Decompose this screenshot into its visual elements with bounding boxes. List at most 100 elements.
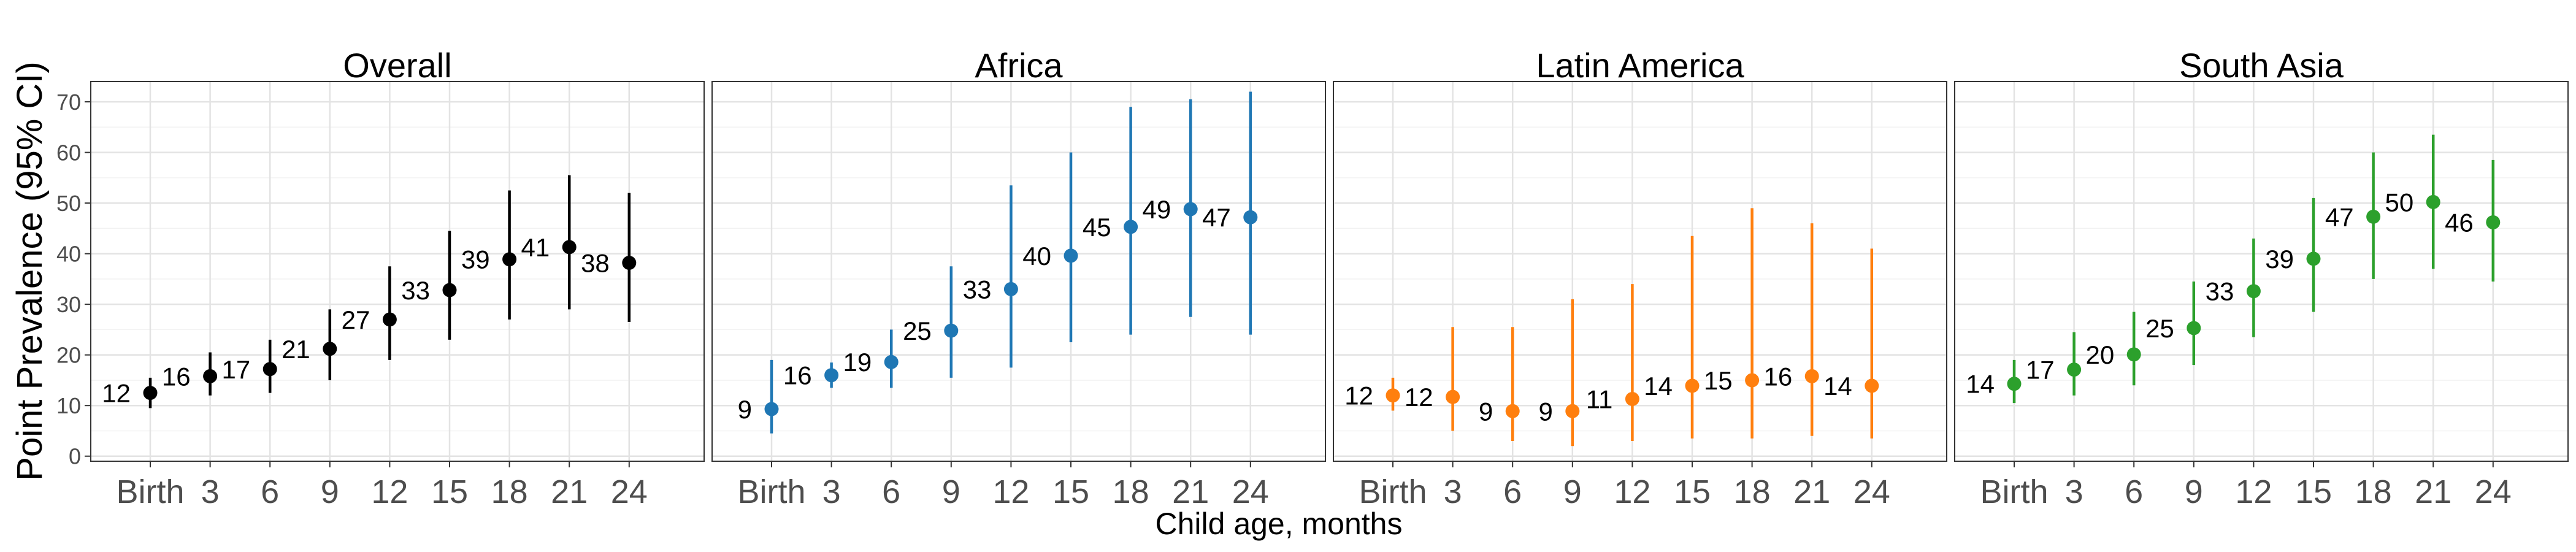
data-label: 9 <box>1538 397 1552 426</box>
data-point <box>1625 391 1639 406</box>
data-point <box>1243 210 1258 224</box>
x-tick-label: 3 <box>1444 473 1462 510</box>
panel-title: South Asia <box>2179 46 2344 85</box>
y-axis-title: Point Prevalence (95% CI) <box>10 61 50 480</box>
data-point <box>1183 202 1198 217</box>
x-tick-label: 9 <box>321 473 339 510</box>
data-point <box>1505 404 1520 418</box>
data-label: 21 <box>282 335 310 364</box>
y-tick-label: 20 <box>56 343 81 368</box>
data-label: 14 <box>1644 372 1673 401</box>
data-point <box>502 252 517 267</box>
data-point <box>622 255 637 270</box>
x-tick-label: Birth <box>1359 473 1427 510</box>
x-tick-label: Birth <box>1980 473 2048 510</box>
data-point <box>764 402 779 416</box>
y-axis: 0 10 20 30 40 50 60 70 <box>56 90 91 469</box>
data-label: 47 <box>2325 202 2354 231</box>
data-point <box>1865 378 1879 393</box>
data-point <box>1446 389 1460 404</box>
data-point <box>884 355 899 369</box>
data-point <box>203 369 218 383</box>
x-tick-label: 24 <box>1853 473 1890 510</box>
panel-title: Africa <box>975 46 1063 85</box>
x-tick-label: 24 <box>1232 473 1269 510</box>
data-point <box>1745 373 1760 388</box>
x-tick-label: 3 <box>2065 473 2083 510</box>
data-label: 19 <box>843 348 872 377</box>
x-tick-label: Birth <box>116 473 184 510</box>
data-point <box>2246 284 2261 299</box>
y-tick-label: 70 <box>56 90 81 115</box>
data-point <box>1064 248 1078 263</box>
panel-background <box>91 82 704 461</box>
data-point <box>2306 251 2321 266</box>
y-tick-label: 40 <box>56 242 81 267</box>
data-point <box>824 368 839 383</box>
data-label: 16 <box>1763 362 1792 391</box>
x-tick-label: 24 <box>611 473 648 510</box>
data-point <box>944 323 959 338</box>
data-label: 12 <box>1405 383 1433 412</box>
data-label: 41 <box>521 233 550 262</box>
x-tick-label: 15 <box>1052 473 1089 510</box>
data-point <box>2366 209 2381 224</box>
x-tick-label: 6 <box>882 473 900 510</box>
data-label: 39 <box>461 245 490 274</box>
panel-title: Overall <box>343 46 451 85</box>
x-tick-label: 21 <box>551 473 588 510</box>
data-point <box>2187 321 2201 335</box>
data-point <box>1386 388 1400 403</box>
data-point <box>1003 282 1018 296</box>
data-label: 16 <box>162 362 191 391</box>
data-point <box>1685 378 1700 393</box>
y-tick-label: 60 <box>56 140 81 166</box>
data-point <box>323 342 337 356</box>
panel-south-asia: South Asia Birth 3 6 9 12 15 18 21 24 14 17 20 25 33 39… <box>1954 46 2569 510</box>
panel-border <box>1333 81 1947 462</box>
data-label: 33 <box>2206 277 2234 306</box>
data-label: 11 <box>1586 385 1613 413</box>
data-label: 50 <box>2385 188 2413 217</box>
x-tick-label: 6 <box>2125 473 2143 510</box>
data-label: 16 <box>783 361 812 390</box>
data-label: 15 <box>1704 366 1733 395</box>
data-label: 49 <box>1142 195 1171 224</box>
data-label: 9 <box>1479 397 1493 426</box>
y-tick-label: 0 <box>69 444 81 469</box>
data-label: 45 <box>1083 213 1111 242</box>
x-tick-label: 6 <box>1503 473 1522 510</box>
panel-latin-america: Latin America Birth 3 6 9 12 15 18 21 24 12 12 9 9 11 1… <box>1333 46 1947 510</box>
x-tick-label: 18 <box>2355 473 2392 510</box>
x-tick-label: 21 <box>2415 473 2451 510</box>
data-label: 40 <box>1022 242 1051 270</box>
x-tick-label: 3 <box>201 473 220 510</box>
x-tick-label: 9 <box>942 473 960 510</box>
x-tick-label: 18 <box>1113 473 1149 510</box>
data-label: 46 <box>2445 208 2474 237</box>
x-tick-label: 15 <box>431 473 468 510</box>
data-label: 27 <box>342 305 370 334</box>
y-tick-label: 50 <box>56 191 81 216</box>
data-point <box>143 386 158 401</box>
data-label: 38 <box>581 248 610 277</box>
data-label: 17 <box>221 355 250 384</box>
data-label: 17 <box>2026 356 2055 385</box>
y-tick-label: 10 <box>56 393 81 418</box>
data-point <box>1565 404 1580 418</box>
x-tick-label: 15 <box>1674 473 1711 510</box>
data-label: 9 <box>738 395 752 424</box>
data-point <box>2486 215 2501 229</box>
data-label: 12 <box>102 379 131 408</box>
panel-border <box>711 81 1326 462</box>
x-tick-label: 3 <box>822 473 841 510</box>
data-point <box>382 312 397 327</box>
panel-background <box>1333 82 1947 461</box>
data-label: 12 <box>1344 381 1373 410</box>
data-point <box>2426 194 2440 209</box>
x-tick-label: 12 <box>1614 473 1650 510</box>
x-tick-label: 9 <box>2185 473 2203 510</box>
panel-overall: Overall Birth 3 6 9 12 15 18 21 24 12 16 17 21 27 33 39 4… <box>90 46 705 510</box>
